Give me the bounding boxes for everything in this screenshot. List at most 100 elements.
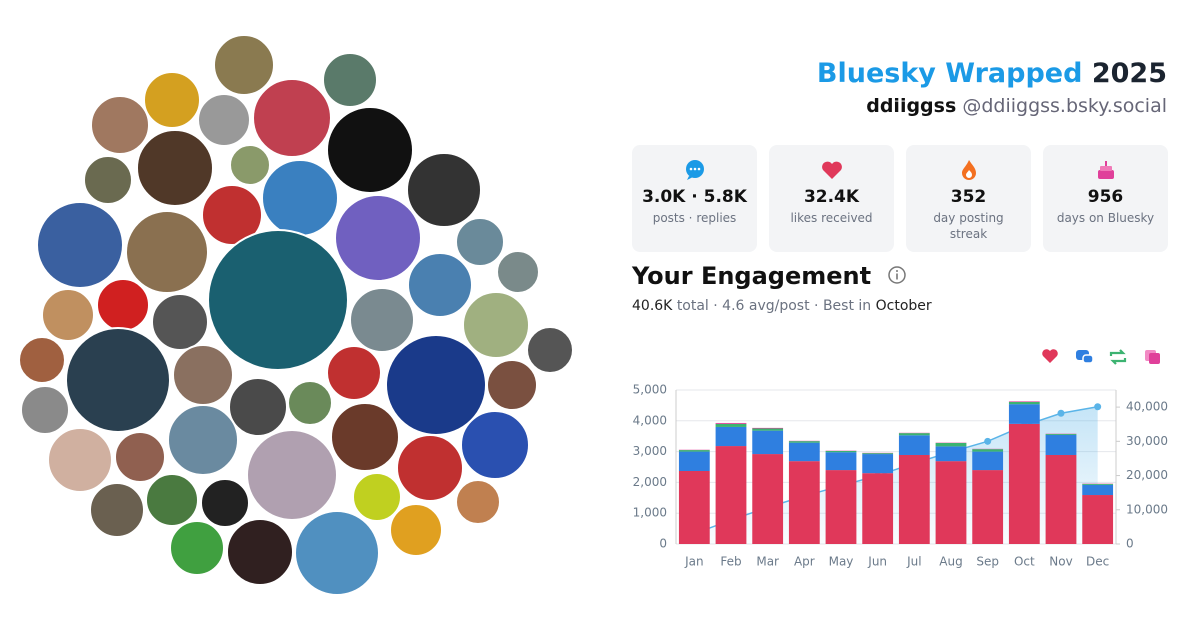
bar-segment[interactable] [715,446,747,544]
avatar[interactable] [201,184,263,246]
avatar[interactable] [18,336,66,384]
bar-segment[interactable] [862,453,894,455]
avatar[interactable] [114,431,166,483]
avatar[interactable] [486,359,538,411]
bar-segment[interactable] [972,470,1004,544]
bar-segment[interactable] [1008,404,1040,424]
avatar[interactable] [396,434,464,502]
stat-card: 352 day posting streak [906,145,1031,252]
bar-segment[interactable] [678,451,710,472]
bar-segment[interactable] [972,451,1004,471]
bar-segment[interactable] [898,433,930,436]
avatar[interactable] [197,93,251,147]
bar-segment[interactable] [788,441,820,443]
avatar[interactable] [89,482,145,538]
bar-segment[interactable] [972,449,1004,452]
bar-segment[interactable] [788,442,820,462]
bar-segment[interactable] [935,461,967,544]
legend-quotes-icon[interactable] [1145,350,1160,364]
avatar[interactable] [143,71,201,129]
avatar[interactable] [389,503,443,557]
bar-segment[interactable] [935,442,967,447]
avatar[interactable] [47,427,113,493]
bar-segment[interactable] [715,423,747,427]
avatar[interactable] [145,473,199,527]
avatar[interactable] [326,345,382,401]
avatar[interactable] [228,377,288,437]
avatar[interactable] [455,217,505,267]
bar-segment[interactable] [715,426,747,447]
stat-value: 956 [1087,187,1124,207]
handle: @ddiiggss.bsky.social [962,95,1167,117]
bar-segment[interactable] [678,450,710,452]
avatar[interactable] [294,510,380,596]
avatar[interactable] [326,106,414,194]
bar-segment[interactable] [788,461,820,544]
avatar[interactable] [65,327,171,433]
stat-card: 3.0K · 5.8K posts · replies [632,145,757,252]
bar-segment[interactable] [1082,484,1114,496]
info-icon[interactable] [887,265,907,285]
avatar[interactable] [407,252,473,318]
avatar[interactable] [406,152,482,228]
bar-segment[interactable] [1008,402,1040,405]
bar-segment[interactable] [752,428,784,431]
bar-segment[interactable] [1082,495,1114,544]
avatar[interactable] [229,144,271,186]
bar-segment[interactable] [1045,434,1077,435]
bar-segment[interactable] [862,473,894,544]
avatar[interactable] [330,402,400,472]
avatar[interactable] [526,326,574,374]
avatar[interactable] [352,472,402,522]
bar-segment[interactable] [752,427,784,429]
legend-reposts-icon[interactable] [1109,349,1127,365]
avatar[interactable] [36,201,124,289]
bar-segment[interactable] [898,435,930,455]
avatar[interactable] [90,95,150,155]
stat-icon [821,161,842,179]
bar-segment[interactable] [1008,423,1040,544]
avatar[interactable] [287,380,333,426]
bar-segment[interactable] [752,430,784,455]
bar-segment[interactable] [1045,454,1077,544]
avatar[interactable] [125,210,209,294]
avatar[interactable] [246,429,338,521]
avatar[interactable] [349,287,415,353]
bar-segment[interactable] [715,422,747,424]
avatar[interactable] [207,229,349,371]
x-tick-label: Aug [939,555,962,569]
avatar[interactable] [213,34,275,96]
avatar[interactable] [462,291,530,359]
avatar[interactable] [151,293,209,351]
bar-segment[interactable] [825,450,857,453]
avatar[interactable] [460,410,530,480]
bar-segment[interactable] [1008,401,1040,403]
cumulative-point [1057,409,1065,417]
bar-segment[interactable] [752,454,784,544]
legend-replies-icon[interactable] [1076,350,1094,364]
bar-segment[interactable] [825,452,857,471]
avatar[interactable] [169,520,225,576]
bar-segment[interactable] [1082,483,1114,485]
avatar[interactable] [200,478,250,528]
bar-segment[interactable] [862,454,894,474]
bar-segment[interactable] [825,470,857,544]
avatar[interactable] [252,78,332,158]
avatar[interactable] [455,479,501,525]
bar-segment[interactable] [898,454,930,544]
bar-segment[interactable] [678,471,710,544]
avatar[interactable] [83,155,133,205]
avatar[interactable] [167,404,239,476]
x-tick-label: Mar [756,555,779,569]
avatar[interactable] [322,52,378,108]
avatar[interactable] [136,129,214,207]
avatar[interactable] [20,385,70,435]
legend-likes-icon[interactable] [1042,349,1058,363]
avatar[interactable] [41,288,95,342]
avatar[interactable] [496,250,540,294]
bar-segment[interactable] [935,446,967,462]
avatar[interactable] [334,194,422,282]
bar-segment[interactable] [1045,434,1077,455]
avatar[interactable] [226,518,294,586]
